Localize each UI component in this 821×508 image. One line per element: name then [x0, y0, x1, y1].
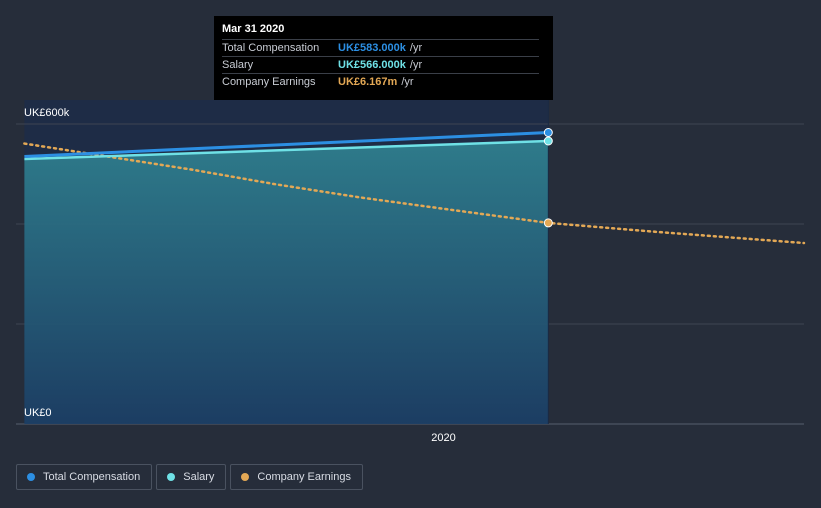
- salary-line: [24, 139, 549, 161]
- tooltip-row-company-earnings: Company Earnings UK£6.167m /yr: [222, 73, 539, 90]
- chart-legend: Total Compensation Salary Company Earnin…: [16, 464, 363, 490]
- y-tick-label-bottom: UK£0: [24, 407, 52, 419]
- tooltip-row-total-compensation: Total Compensation UK£583.000k /yr: [222, 39, 539, 56]
- tooltip-value: UK£6.167m: [338, 76, 398, 88]
- total-compensation-line: [24, 131, 549, 158]
- tooltip-title: Mar 31 2020: [222, 23, 285, 35]
- legend-label: Total Compensation: [43, 471, 141, 483]
- legend-label: Company Earnings: [257, 471, 351, 483]
- tooltip-unit: /yr: [409, 59, 423, 71]
- legend-dot-icon: [167, 473, 176, 481]
- x-tick-label-2020: 2020: [431, 432, 455, 444]
- tooltip-unit: /yr: [409, 42, 423, 54]
- tooltip-value: UK£566.000k: [338, 59, 406, 71]
- tooltip-unit: /yr: [401, 76, 414, 88]
- tooltip-value: UK£583.000k: [338, 42, 406, 54]
- company-earnings-line: [23, 142, 806, 245]
- tooltip-row-salary: Salary UK£566.000k /yr: [222, 56, 539, 73]
- legend-label: Salary: [183, 471, 215, 483]
- tooltip-label: Total Compensation: [222, 42, 320, 54]
- legend-item-company-earnings[interactable]: Company Earnings: [230, 464, 363, 490]
- tooltip-label: Salary: [222, 59, 254, 71]
- legend-dot-icon: [241, 473, 250, 481]
- legend-item-total-compensation[interactable]: Total Compensation: [16, 464, 153, 490]
- legend-item-salary[interactable]: Salary: [156, 464, 227, 490]
- salary-point[interactable]: [543, 136, 553, 146]
- legend-dot-icon: [27, 473, 35, 481]
- company-earnings-point[interactable]: [543, 218, 553, 228]
- salary-area-fill: [24, 141, 549, 424]
- total-compensation-point[interactable]: [543, 128, 553, 137]
- compensation-chart: UK£600k UK£0 2020: [16, 100, 806, 444]
- tooltip-label: Company Earnings: [222, 76, 316, 88]
- y-tick-label-top: UK£600k: [24, 107, 70, 119]
- chart-tooltip: Mar 31 2020 Total Compensation UK£583.00…: [214, 16, 553, 100]
